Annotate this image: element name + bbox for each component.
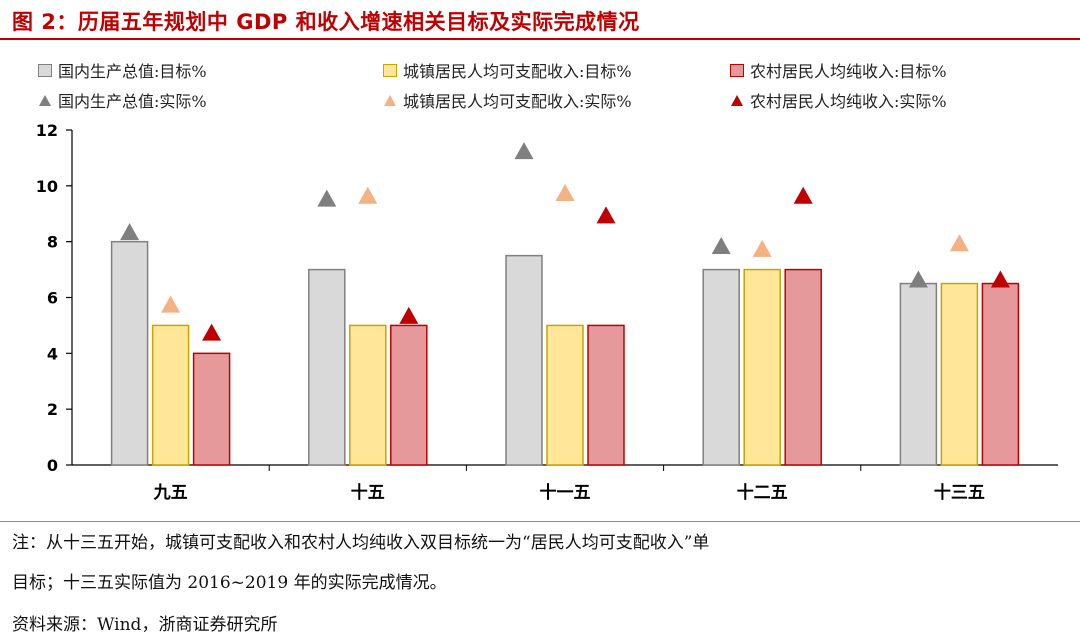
y-tick-label: 8 xyxy=(47,233,58,252)
bar xyxy=(349,324,387,466)
bar xyxy=(505,254,543,466)
legend-label: 国内生产总值:目标% xyxy=(58,62,207,81)
source-note: 资料来源：Wind，浙商证券研究所 xyxy=(12,615,278,635)
bar xyxy=(587,324,625,466)
actual-marker xyxy=(752,239,772,257)
chart-plot: 0 2 4 6 8 10 12 九五 十五 十一五 十二五 十三五 xyxy=(36,121,1058,503)
legend-label: 农村居民人均纯收入:目标% xyxy=(750,62,947,81)
note-line-2: 目标；十三五实际值为 2016~2019 年的实际完成情况。 xyxy=(12,573,447,593)
bar xyxy=(390,324,428,466)
footer-divider xyxy=(0,521,1080,522)
actual-marker xyxy=(161,295,181,313)
actual-marker xyxy=(711,237,731,255)
x-category-label: 十二五 xyxy=(737,482,788,503)
x-category-label: 十五 xyxy=(351,482,385,503)
actual-marker xyxy=(949,234,969,252)
actual-marker xyxy=(358,186,378,204)
y-tick-label: 2 xyxy=(47,400,58,419)
legend-swatch xyxy=(38,63,52,77)
bar xyxy=(702,268,740,466)
actual-marker xyxy=(990,270,1010,288)
actual-marker xyxy=(399,306,419,324)
actual-marker xyxy=(514,142,534,160)
bar xyxy=(308,268,346,466)
legend-label: 国内生产总值:实际% xyxy=(58,92,207,111)
actual-marker xyxy=(317,189,337,207)
bar xyxy=(546,324,584,466)
y-tick-label: 4 xyxy=(47,344,58,363)
legend-swatch xyxy=(383,63,397,77)
title-divider xyxy=(0,38,1080,40)
legend-item-gdp-target: 国内生产总值:目标% xyxy=(38,58,207,82)
legend-item-urban-target: 城镇居民人均可支配收入:目标% xyxy=(383,58,632,82)
actual-marker xyxy=(555,184,575,202)
legend-item-rural-actual: 农村居民人均纯收入:实际% xyxy=(731,88,947,112)
y-tick-label: 6 xyxy=(47,289,58,308)
legend-swatch xyxy=(730,63,744,77)
chart-title: 图 2：历届五年规划中 GDP 和收入增速相关目标及实际完成情况 xyxy=(12,10,640,34)
bar xyxy=(940,282,979,466)
actual-marker xyxy=(908,270,928,288)
legend-label: 农村居民人均纯收入:实际% xyxy=(750,92,947,111)
actual-marker xyxy=(596,206,616,224)
y-tick-label: 0 xyxy=(47,456,58,475)
bar xyxy=(151,324,190,466)
legend-label: 城镇居民人均可支配收入:目标% xyxy=(403,62,632,81)
x-category-label: 十一五 xyxy=(540,482,591,503)
actual-marker xyxy=(793,186,813,204)
legend-marker-icon xyxy=(39,94,51,106)
bar xyxy=(784,268,822,466)
legend-item-gdp-actual: 国内生产总值:实际% xyxy=(39,88,207,112)
legend-item-urban-actual: 城镇居民人均可支配收入:实际% xyxy=(384,88,632,112)
y-tick-label: 10 xyxy=(36,177,58,196)
bar xyxy=(743,268,781,466)
bar xyxy=(981,282,1020,466)
actual-marker xyxy=(120,223,140,241)
note-line-1: 注：从十三五开始，城镇可支配收入和农村人均纯收入双目标统一为“居民人均可支配收入… xyxy=(12,533,710,553)
legend-item-rural-target: 农村居民人均纯收入:目标% xyxy=(730,58,947,82)
y-tick-label: 12 xyxy=(36,121,58,140)
bar xyxy=(899,282,938,466)
bar xyxy=(110,240,149,466)
x-category-label: 九五 xyxy=(153,483,188,503)
legend-marker-icon xyxy=(731,94,743,106)
actual-marker xyxy=(202,323,222,341)
legend-label: 城镇居民人均可支配收入:实际% xyxy=(403,92,632,111)
legend-marker-icon xyxy=(384,94,396,106)
x-category-label: 十三五 xyxy=(934,482,985,503)
bar xyxy=(192,352,231,466)
